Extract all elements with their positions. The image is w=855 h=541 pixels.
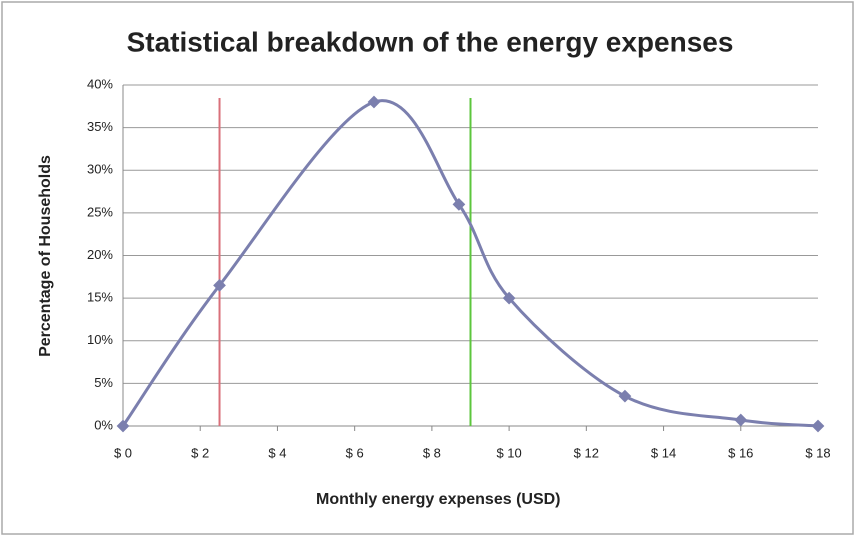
marker: [116, 419, 130, 433]
y-tick-label: 30%: [87, 162, 113, 177]
x-tick-label: $ 16: [728, 445, 753, 460]
x-axis-label: Monthly energy expenses (USD): [316, 491, 561, 508]
marker: [502, 291, 516, 305]
y-axis-label: Percentage of Households: [37, 155, 54, 357]
y-tick-label: 40%: [87, 76, 113, 91]
x-tick-label: $ 0: [114, 445, 132, 460]
x-tick-label: $ 18: [805, 445, 830, 460]
marker: [452, 197, 466, 211]
x-tick-label: $ 4: [268, 445, 286, 460]
x-tick-label: $ 14: [651, 445, 676, 460]
marker: [213, 278, 226, 292]
marker: [367, 95, 381, 109]
y-tick-label: 15%: [87, 290, 113, 305]
y-tick-label: 35%: [87, 119, 113, 134]
x-tick-label: $ 10: [496, 445, 521, 460]
y-tick-label: 25%: [87, 204, 113, 219]
x-tick-label: $ 8: [423, 445, 441, 460]
y-tick-label: 0%: [94, 417, 113, 432]
x-tick-label: $ 12: [574, 445, 599, 460]
x-tick-label: $ 6: [346, 445, 364, 460]
x-tick-label: $ 2: [191, 445, 209, 460]
y-tick-label: 20%: [87, 247, 113, 262]
y-tick-label: 5%: [94, 375, 113, 390]
chart-title: Statistical breakdown of the energy expe…: [127, 26, 734, 57]
y-tick-label: 10%: [87, 332, 113, 347]
